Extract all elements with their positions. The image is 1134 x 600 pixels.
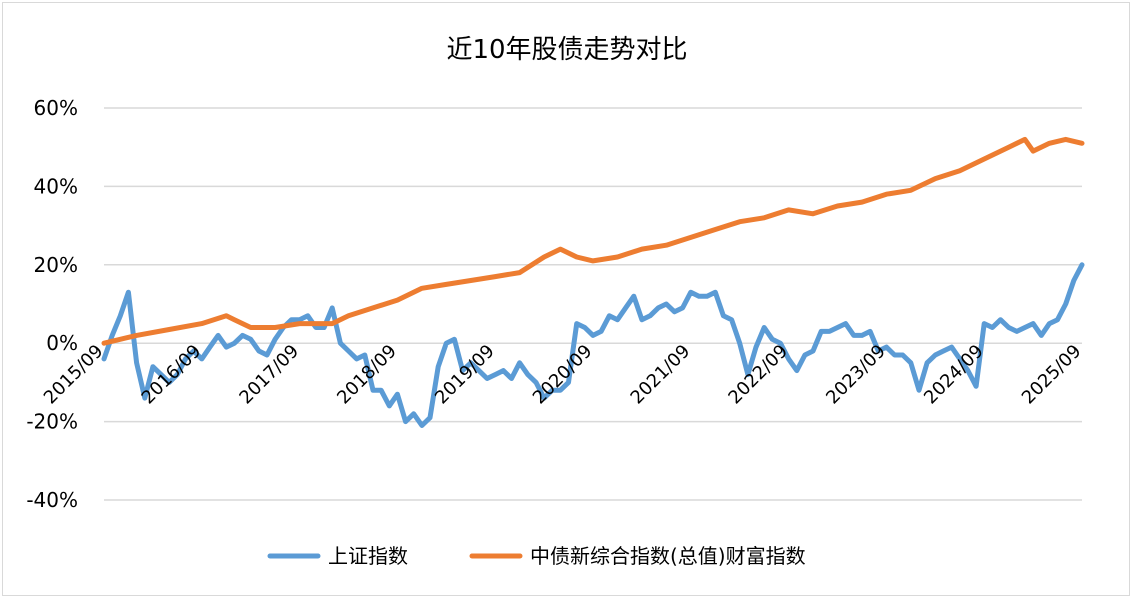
legend-label-1: 上证指数 [328, 544, 408, 568]
series-lines [101, 136, 1085, 428]
x-axis-ticks: 2015/09 2016/09 2017/09 2018/09 2019/09 2020/… [40, 341, 1086, 409]
series-line-2 [101, 136, 1085, 346]
x-tick-label: 2022/09 [724, 341, 792, 409]
x-tick-label: 2020/09 [529, 341, 597, 409]
chart-title: 近10年股债走势对比 [446, 35, 687, 65]
x-tick-label: 2021/09 [627, 341, 695, 409]
y-tick-label: 60% [34, 96, 78, 120]
x-tick-label: 2023/09 [822, 341, 890, 409]
legend: 上证指数 中债新综合指数(总值)财富指数 [267, 544, 806, 568]
grid-lines [104, 107, 1082, 501]
x-tick-label: 2016/09 [138, 341, 206, 409]
y-tick-label: 20% [34, 253, 78, 277]
y-tick-label: -20% [26, 410, 78, 434]
y-tick-label: 0% [46, 331, 78, 355]
x-tick-label: 2018/09 [333, 341, 401, 409]
y-tick-label: -40% [26, 488, 78, 512]
y-axis-ticks: 60% 40% 20% 0% -20% -40% [26, 96, 78, 512]
x-tick-label: 2025/09 [1018, 341, 1086, 409]
series-line-1 [101, 262, 1085, 428]
legend-label-2: 中债新综合指数(总值)财富指数 [530, 544, 806, 568]
y-tick-label: 40% [34, 174, 78, 198]
